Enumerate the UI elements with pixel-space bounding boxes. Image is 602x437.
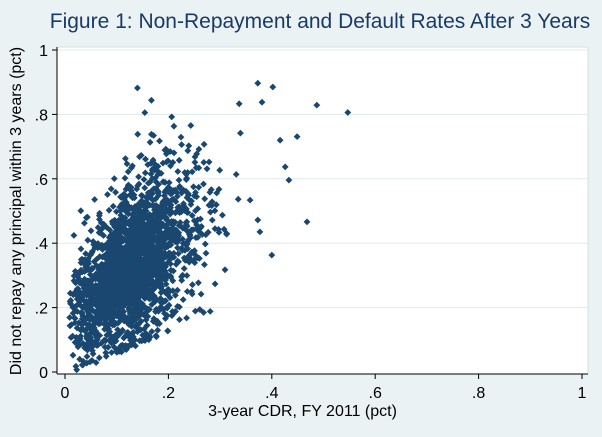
x-axis-ticks: 0 .2 .4 .6 .8 1 — [61, 374, 587, 402]
y-tick-label: .2 — [35, 301, 48, 318]
x-axis-title: 3-year CDR, FY 2011 (pct) — [208, 403, 397, 420]
x-tick-label: 1 — [578, 385, 587, 402]
y-tick-label: .6 — [35, 172, 48, 189]
x-tick-label: .4 — [265, 385, 278, 402]
y-axis-title: Did not repay any principal within 3 yea… — [8, 46, 25, 376]
x-tick-label: .2 — [162, 385, 175, 402]
y-axis-ticks: 0 .2 .4 .6 .8 1 — [35, 43, 57, 382]
x-tick-label: .6 — [369, 385, 382, 402]
y-tick-label: .4 — [35, 236, 48, 253]
chart-title: Figure 1: Non-Repayment and Default Rate… — [49, 10, 591, 33]
y-tick-label: 1 — [39, 43, 48, 60]
x-tick-label: .8 — [472, 385, 485, 402]
y-tick-label: 0 — [39, 365, 48, 382]
x-tick-label: 0 — [61, 385, 70, 402]
scatter-points — [66, 79, 352, 374]
y-tick-label: .8 — [35, 107, 48, 124]
